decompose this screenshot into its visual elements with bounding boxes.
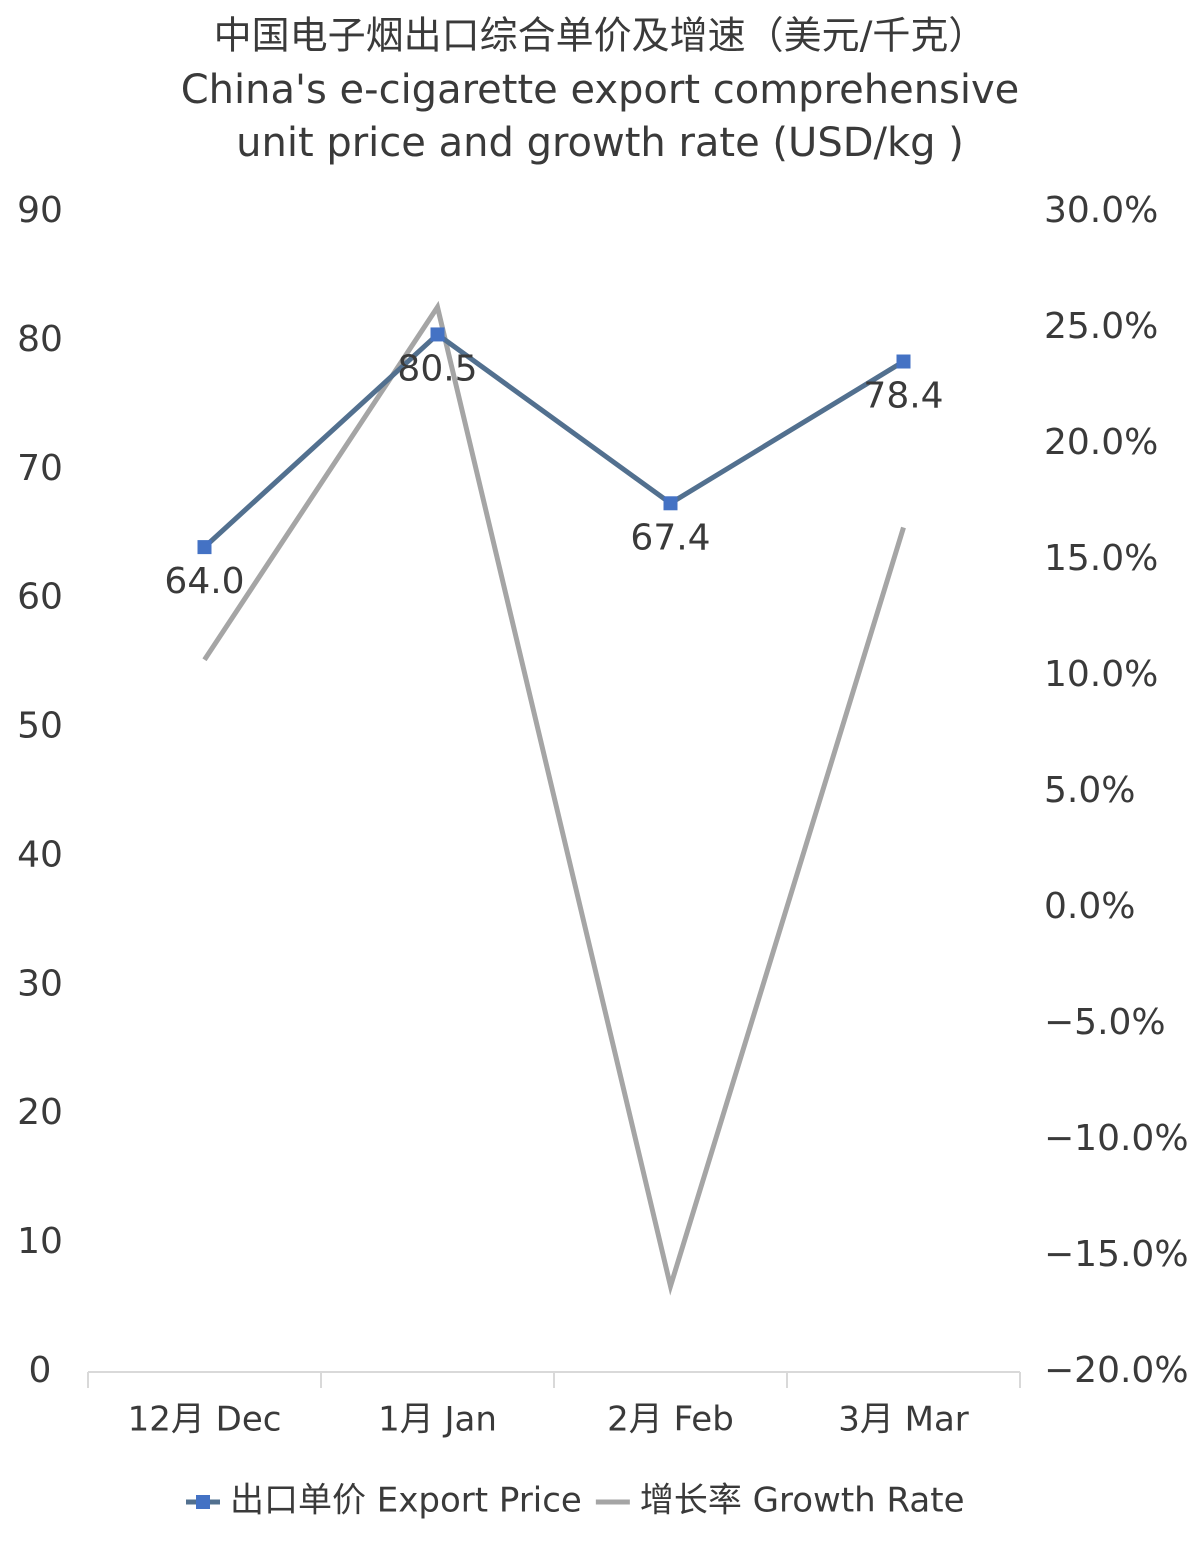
y-tick-label: 10 — [17, 1221, 63, 1262]
y-tick-label: 60 — [17, 577, 63, 618]
y2-tick-label: 0.0% — [1044, 886, 1135, 927]
chart-subtitle: China's e-cigarette export comprehensive — [181, 67, 1020, 113]
y-tick-label: 90 — [17, 190, 63, 231]
y2-tick-label: −10.0% — [1044, 1118, 1189, 1159]
point-marker — [430, 327, 445, 342]
y2-tick-label: −5.0% — [1044, 1002, 1166, 1043]
y2-tick-label: −15.0% — [1044, 1234, 1189, 1275]
y2-tick-label: 20.0% — [1044, 422, 1158, 463]
y-tick-label: 20 — [17, 1092, 63, 1133]
y-tick-label: 50 — [17, 706, 63, 747]
y-tick-label: 30 — [17, 963, 63, 1004]
data-label: 78.4 — [863, 376, 943, 417]
point-marker — [896, 354, 911, 369]
x-tick-label: 12月 Dec — [128, 1400, 282, 1440]
x-tick-label: 3月 Mar — [838, 1400, 969, 1440]
legend-marker — [196, 1495, 210, 1509]
y2-tick-label: −20.0% — [1044, 1350, 1189, 1391]
y2-tick-label: 5.0% — [1044, 770, 1135, 811]
legend-label: 增长率 Growth Rate — [640, 1481, 965, 1521]
y2-tick-label: 25.0% — [1044, 306, 1158, 347]
series-line — [202, 300, 906, 1296]
legend-label: 出口单价 Export Price — [230, 1481, 582, 1521]
y2-tick-label: 10.0% — [1044, 654, 1158, 695]
x-tick-label: 2月 Feb — [607, 1400, 734, 1440]
data-label: 67.4 — [630, 517, 710, 558]
y-tick-label: 70 — [17, 448, 63, 489]
y-tick-label: 0 — [29, 1350, 52, 1391]
point-marker — [663, 496, 678, 511]
chart-subtitle: unit price and growth rate (USD/kg ) — [236, 120, 964, 166]
y2-tick-label: 15.0% — [1044, 538, 1158, 579]
data-label: 80.5 — [397, 348, 477, 389]
y-tick-label: 80 — [17, 319, 63, 360]
x-tick-label: 1月 Jan — [378, 1400, 497, 1440]
point-marker — [197, 540, 212, 555]
data-label: 64.0 — [164, 561, 244, 602]
y-tick-label: 40 — [17, 834, 63, 875]
series-line — [202, 331, 905, 549]
y2-tick-label: 30.0% — [1044, 190, 1158, 231]
chart-title: 中国电子烟出口综合单价及增速（美元/千克） — [214, 14, 987, 58]
